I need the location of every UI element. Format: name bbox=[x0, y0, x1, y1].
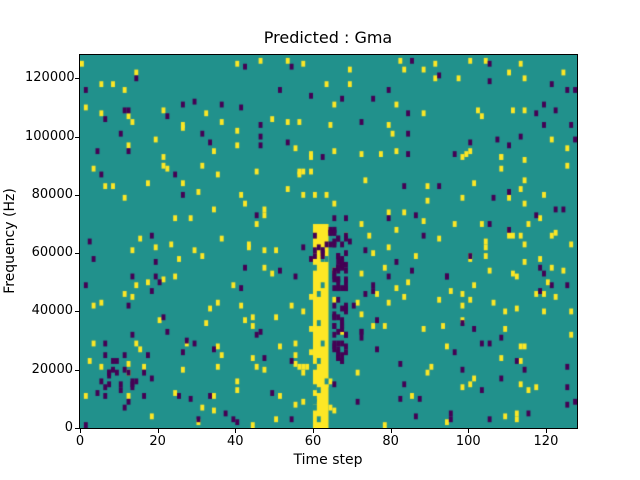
y-axis-label: Frequency (Hz) bbox=[2, 188, 18, 294]
x-tick-label: 100 bbox=[455, 434, 481, 449]
y-tick-label: 80000 bbox=[31, 186, 73, 202]
y-tick-mark bbox=[75, 253, 79, 255]
y-tick-label: 40000 bbox=[31, 303, 73, 319]
y-tick-label: 100000 bbox=[25, 128, 75, 144]
x-tick-label: 120 bbox=[533, 434, 559, 449]
x-axis-label: Time step bbox=[293, 452, 363, 468]
y-tick-label: 0 bbox=[64, 420, 73, 435]
x-tick-mark bbox=[468, 429, 470, 433]
y-tick-label: 20000 bbox=[31, 361, 73, 377]
y-tick-mark bbox=[75, 311, 79, 313]
x-tick-mark bbox=[80, 429, 81, 433]
y-tick-mark bbox=[75, 194, 79, 196]
x-tick-mark bbox=[157, 429, 159, 433]
y-tick-mark bbox=[75, 369, 79, 371]
x-tick-label: 60 bbox=[304, 434, 322, 449]
x-tick-mark bbox=[312, 429, 314, 433]
x-tick-mark bbox=[545, 429, 547, 433]
x-tick-mark bbox=[390, 429, 392, 433]
y-tick-mark bbox=[75, 136, 79, 138]
chart-title: Predicted : Gma bbox=[263, 28, 393, 47]
x-tick-label: 40 bbox=[227, 434, 244, 449]
heatmap-canvas bbox=[80, 55, 577, 428]
y-tick-label: 60000 bbox=[31, 245, 73, 261]
x-tick-label: 0 bbox=[75, 434, 85, 449]
x-tick-label: 80 bbox=[382, 434, 399, 449]
y-tick-label: 120000 bbox=[25, 70, 75, 86]
y-tick-mark bbox=[75, 428, 79, 429]
x-tick-label: 20 bbox=[149, 434, 166, 449]
x-tick-mark bbox=[235, 429, 237, 433]
y-tick-mark bbox=[75, 78, 79, 80]
